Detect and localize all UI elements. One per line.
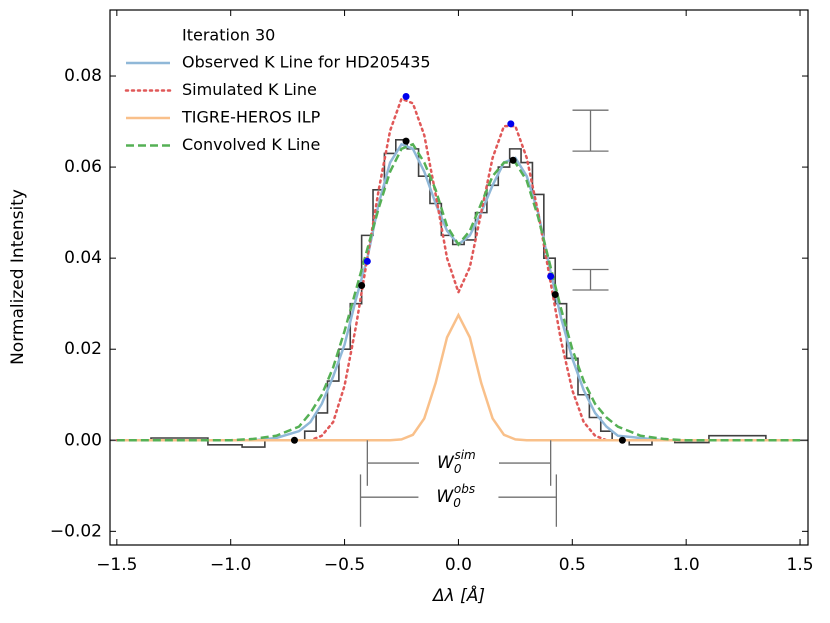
- y-tick-label: −0.02: [50, 521, 102, 541]
- marker: [402, 137, 410, 145]
- series-line: [116, 142, 801, 442]
- marker: [358, 281, 366, 289]
- plot-frame: [109, 9, 809, 546]
- y-tick-label: 0.04: [64, 248, 102, 268]
- series-line: [116, 312, 801, 442]
- x-tick-label: 1.0: [673, 555, 700, 575]
- width-label: W0sim: [437, 448, 476, 476]
- marker: [551, 291, 559, 299]
- legend-label: Convolved K Line: [182, 135, 320, 154]
- legend-label: TIGRE-HEROS ILP: [181, 108, 321, 127]
- x-tick-label: −0.5: [324, 555, 365, 575]
- x-tick-label: 1.5: [787, 555, 814, 575]
- y-tick-label: 0.08: [64, 66, 102, 86]
- y-tick-label: 0.06: [64, 157, 102, 177]
- subscript: 0: [453, 496, 461, 510]
- marker: [363, 257, 371, 265]
- legend-title: Iteration 30: [182, 26, 275, 45]
- marker: [618, 436, 626, 444]
- marker: [402, 93, 410, 101]
- symbol: W: [436, 487, 454, 507]
- legend-label: Simulated K Line: [182, 80, 317, 99]
- marker: [509, 156, 517, 164]
- superscript: obs: [454, 482, 475, 496]
- x-tick-label: −1.0: [210, 555, 251, 575]
- y-axis-label: Normalized Intensity: [8, 189, 28, 365]
- marker: [507, 120, 515, 128]
- y-tick-label: 0.02: [64, 339, 102, 359]
- x-tick-label: 0.5: [559, 555, 586, 575]
- x-tick-label: 0.0: [445, 555, 472, 575]
- superscript: sim: [454, 448, 475, 462]
- plot: [110, 93, 808, 448]
- x-axis-label: Δλ [Å]: [431, 584, 485, 606]
- x-tick-label: −1.5: [96, 555, 137, 575]
- width-label: W0obs: [436, 482, 475, 510]
- series-line: [115, 97, 802, 442]
- symbol: W: [437, 453, 455, 473]
- subscript: 0: [454, 462, 462, 476]
- marker: [290, 436, 298, 444]
- marker: [547, 272, 555, 280]
- y-tick-label: 0.00: [64, 430, 102, 450]
- observed-steps: [110, 138, 808, 448]
- legend-label: Observed K Line for HD205435: [182, 53, 431, 72]
